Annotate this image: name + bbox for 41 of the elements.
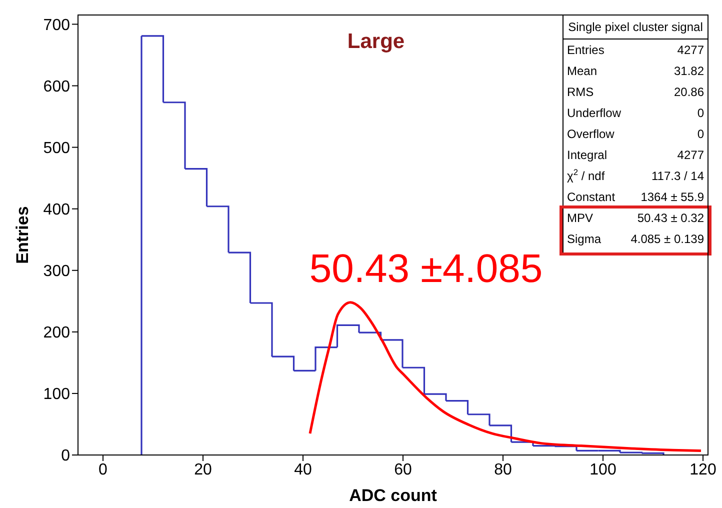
x-axis-title: ADC count xyxy=(349,486,438,505)
annotation: Single pixel cluster signal xyxy=(568,20,703,34)
annotation: Constant xyxy=(567,190,616,204)
annotation: Underflow xyxy=(567,106,622,120)
annotation: 50.43 ± 0.32 xyxy=(637,211,704,225)
y-tick-label: 500 xyxy=(43,140,70,157)
x-tick-label: 60 xyxy=(394,461,412,478)
x-tick-label: 20 xyxy=(194,461,212,478)
annotation: 1364 ± 55.9 xyxy=(640,190,704,204)
annotation: RMS xyxy=(567,85,594,99)
annotation: 4.085 ± 0.139 xyxy=(630,232,704,246)
x-tick-label: 40 xyxy=(294,461,312,478)
y-tick-label: 700 xyxy=(43,16,70,34)
annotation: 0 xyxy=(697,127,704,141)
y-axis-title: Entries xyxy=(13,206,32,264)
annotation: 117.3 / 14 xyxy=(652,169,704,183)
annotation: Sigma xyxy=(567,232,602,246)
text: Large xyxy=(347,30,405,53)
x-tick-label: 80 xyxy=(494,461,512,478)
x-tick-label: 100 xyxy=(590,461,616,478)
annotation: χ$^{2}$ / ndf xyxy=(567,167,606,183)
annotation: 31.82 xyxy=(674,64,704,78)
annotation: Mean xyxy=(567,64,598,78)
annotation: 0 xyxy=(697,106,704,120)
annotation: 50.43 ±4.085 xyxy=(309,247,543,291)
annotation: 4277 xyxy=(677,43,704,57)
x-tick-label: 0 xyxy=(98,461,108,478)
y-tick-label: 400 xyxy=(43,202,70,219)
annotation: Entries xyxy=(567,43,604,57)
y-tick-label: 600 xyxy=(43,78,70,96)
y-tick-label: 100 xyxy=(43,386,70,404)
annotation: Overflow xyxy=(567,127,615,141)
annotation: MPV xyxy=(567,211,594,225)
annotation: 20.86 xyxy=(674,85,704,99)
y-tick-label: 200 xyxy=(43,324,70,342)
line-series xyxy=(308,301,702,452)
x-tick-label: 120 xyxy=(690,461,716,478)
y-tick-label: 300 xyxy=(43,263,70,280)
y-tick-label: 0 xyxy=(61,448,70,465)
annotation: Integral xyxy=(567,148,608,162)
annotation: 4277 xyxy=(677,148,704,162)
